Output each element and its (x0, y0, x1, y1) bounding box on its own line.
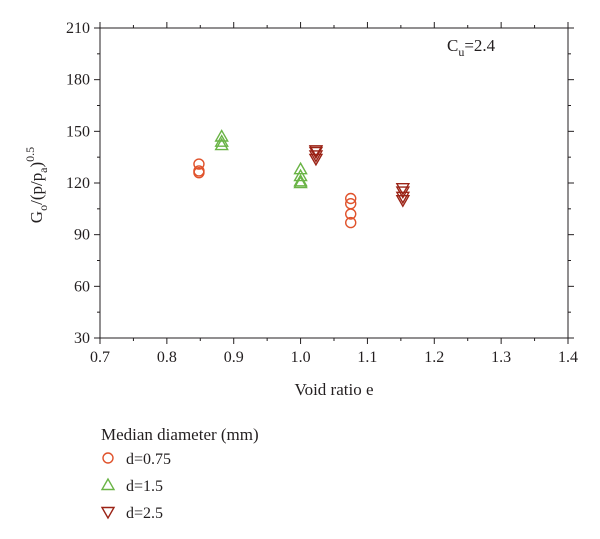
data-point (214, 129, 229, 142)
legend-label: d=2.5 (126, 505, 163, 522)
y-axis-title-subscript: o (36, 205, 50, 211)
data-point (395, 182, 411, 196)
x-axis-title: Void ratio e (294, 380, 373, 399)
legend-label: d=0.75 (126, 451, 171, 468)
data-point (395, 191, 411, 205)
legend-title: Median diameter (mm) (101, 425, 259, 444)
y-axis-title-base: G (27, 211, 46, 223)
data-point (395, 195, 411, 208)
data-point (345, 208, 357, 220)
y-axis-title-subscript-a: a (36, 167, 50, 173)
legend: d=0.75 d=1.5 d=2.5 (100, 451, 171, 522)
data-point (345, 216, 357, 229)
data-point (193, 158, 205, 170)
x-tick-label: 1.2 (424, 349, 444, 366)
y-tick-label: 60 (74, 278, 90, 295)
y-tick-label: 120 (66, 175, 90, 192)
x-tick-label: 1.1 (357, 349, 377, 366)
cu-annotation-base: C (447, 36, 458, 55)
y-axis-ticks: 30 60 90 120 150 180 210 (66, 20, 574, 347)
y-tick-label: 150 (66, 123, 90, 140)
cu-annotation-value: =2.4 (464, 36, 495, 55)
y-tick-label: 210 (66, 20, 90, 37)
data-markers (193, 129, 411, 229)
data-point (293, 161, 308, 175)
x-tick-label: 1.3 (491, 349, 511, 366)
data-point (293, 173, 308, 187)
legend-marker (102, 452, 114, 464)
legend-label: d=1.5 (126, 478, 163, 495)
data-point (293, 168, 308, 182)
data-point (214, 134, 229, 147)
x-tick-label: 1.0 (291, 349, 311, 366)
data-point (345, 192, 357, 205)
data-point (308, 146, 324, 160)
x-tick-label: 1.4 (558, 349, 578, 366)
y-axis-title: Go/(p/pa)0.5 (23, 147, 50, 223)
plot-axes (99, 27, 569, 339)
data-point (308, 153, 324, 167)
data-point (214, 137, 229, 151)
y-axis-title-close: ) (27, 162, 46, 168)
cu-annotation-subscript: u (458, 45, 464, 59)
x-tick-label: 0.8 (157, 349, 177, 366)
y-tick-label: 30 (74, 330, 90, 347)
data-point (293, 175, 308, 189)
legend-marker (100, 477, 116, 491)
y-tick-label: 90 (74, 227, 90, 244)
data-point (308, 150, 324, 163)
x-tick-label: 0.7 (90, 349, 110, 366)
cu-annotation: Cu=2.4 (447, 36, 496, 59)
plot-frame (99, 27, 569, 339)
x-tick-label: 0.9 (224, 349, 244, 366)
y-axis-title-exponent: 0.5 (23, 147, 37, 162)
data-point (193, 166, 205, 179)
legend-marker (100, 506, 116, 520)
y-axis-title-middle: /(p/p (27, 173, 46, 205)
y-tick-label: 180 (66, 72, 90, 89)
x-axis-ticks: 0.7 0.8 0.9 1.0 1.1 1.2 1.3 1.4 (90, 22, 578, 366)
